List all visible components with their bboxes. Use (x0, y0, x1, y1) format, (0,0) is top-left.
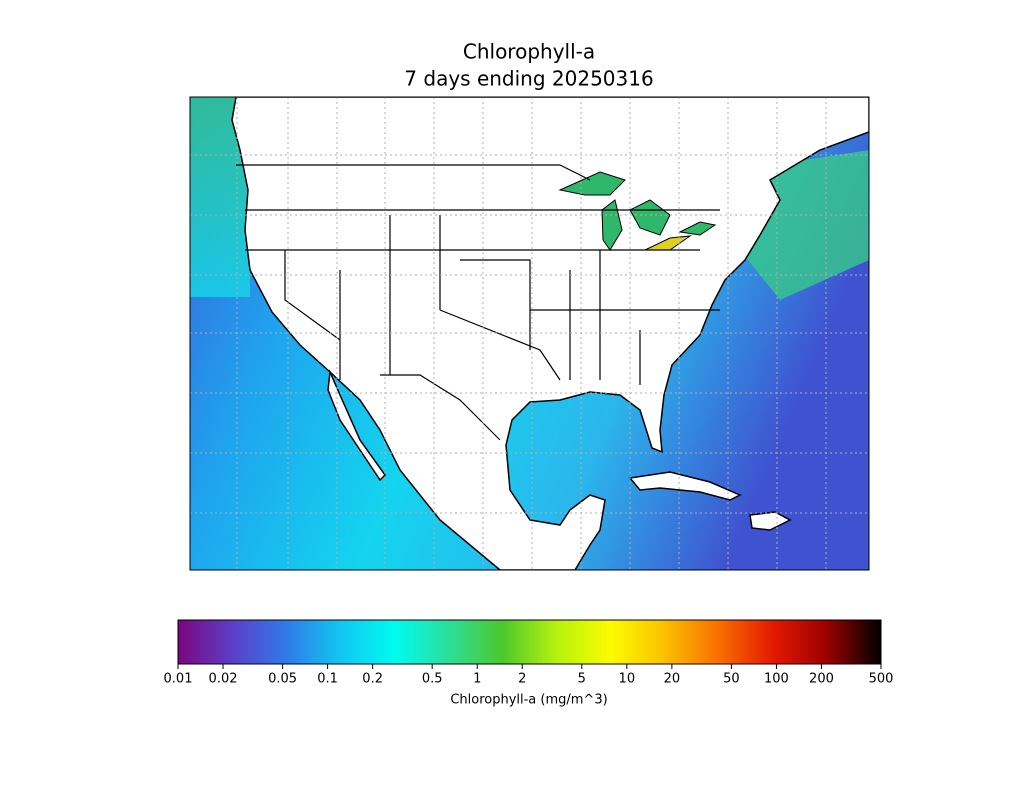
colorbar-tick-label: 10 (619, 672, 636, 687)
colorbar-tick-label: 200 (809, 672, 834, 687)
colorbar-tick-label: 0.1 (317, 672, 338, 687)
colorbar-tick-label: 20 (664, 672, 681, 687)
colorbar-tick-label: 100 (764, 672, 789, 687)
great-lakes (629, 199, 671, 236)
great-lakes (558, 171, 626, 196)
colorbar-tick-label: 0.02 (209, 672, 238, 687)
great-lakes (601, 199, 623, 251)
great-lakes (678, 221, 717, 236)
colorbar-label: Chlorophyll-a (mg/m^3) (450, 693, 607, 708)
colorbar-tick-label: 50 (723, 672, 740, 687)
borders (236, 164, 720, 441)
colorbar-tick-label: 5 (578, 672, 586, 687)
baja (327, 369, 386, 482)
colorbar-tick-label: 500 (869, 672, 894, 687)
colorbar (177, 619, 882, 665)
colorbar-tick-label: 0.05 (268, 672, 297, 687)
colorbar-tick-label: 0.2 (362, 672, 383, 687)
colorbar-tick-label: 2 (518, 672, 526, 687)
chart-title: Chlorophyll-a (463, 40, 595, 64)
map-frame (189, 96, 870, 571)
graticule (190, 97, 869, 570)
colorbar-tick-label: 0.01 (164, 672, 193, 687)
chart-subtitle: 7 days ending 20250316 (404, 67, 653, 91)
colorbar-tick-label: 0.5 (422, 672, 443, 687)
colorbar-tick-label: 1 (473, 672, 481, 687)
map (190, 97, 869, 570)
cuba (628, 471, 742, 501)
